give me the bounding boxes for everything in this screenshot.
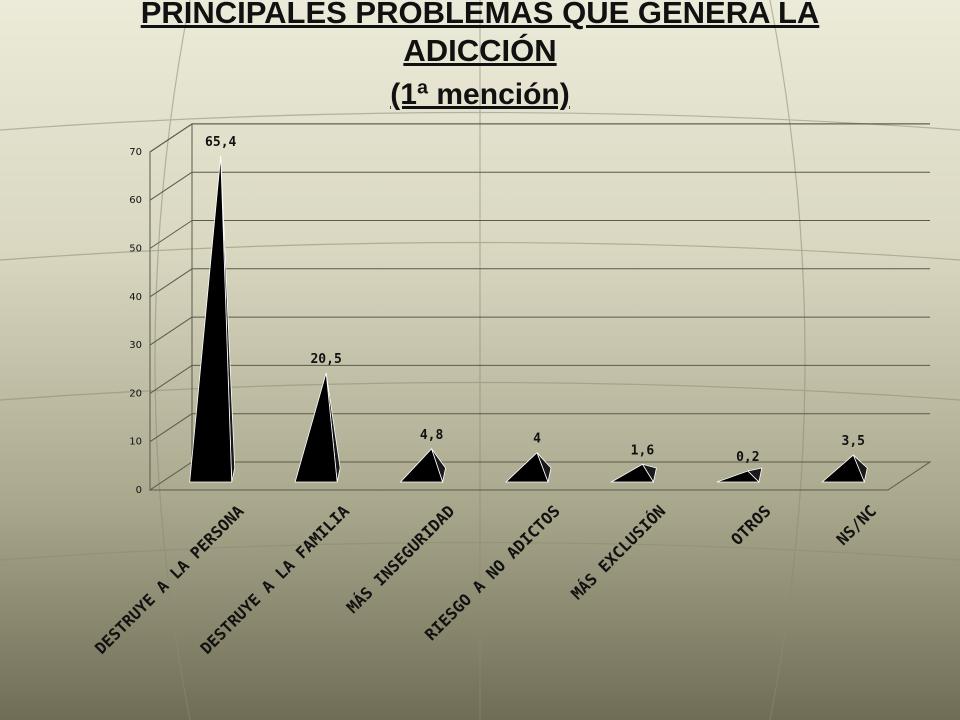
data-label: 65,4 bbox=[205, 135, 236, 150]
y-tick-label: 30 bbox=[129, 340, 142, 351]
y-tick-label: 40 bbox=[129, 292, 142, 303]
data-label: 4 bbox=[533, 432, 541, 447]
data-label: 1,6 bbox=[631, 443, 655, 458]
data-label: 4,8 bbox=[420, 428, 444, 443]
gridline-side bbox=[149, 316, 193, 346]
y-tick-label: 70 bbox=[129, 147, 142, 158]
y-tick-label: 20 bbox=[129, 388, 142, 399]
pyramid-face bbox=[189, 156, 233, 483]
data-label: 3,5 bbox=[842, 434, 865, 449]
y-tick-label: 10 bbox=[129, 437, 142, 448]
chart-walls bbox=[148, 123, 932, 491]
pyramid-bar bbox=[294, 372, 341, 483]
y-axis: 0 10 20 30 40 50 60 70 bbox=[129, 147, 142, 496]
gridline-side bbox=[149, 413, 193, 443]
y-tick-label: 0 bbox=[136, 485, 142, 496]
pyramid-face bbox=[821, 454, 865, 483]
title-line-1: PRINCIPALES PROBLEMAS QUE GENERA LA bbox=[140, 0, 820, 30]
y-tick-label: 50 bbox=[129, 244, 142, 255]
pyramid-face bbox=[504, 451, 549, 483]
category-label: NS/NC bbox=[833, 501, 880, 548]
gridline-side bbox=[149, 220, 193, 249]
category-label: MÁS INSEGURIDAD bbox=[343, 501, 459, 617]
pyramid-bar bbox=[716, 467, 763, 483]
title-line-2: ADICCIÓN bbox=[403, 33, 557, 68]
category-label: OTROS bbox=[727, 501, 774, 548]
pyramid-face bbox=[609, 463, 655, 483]
data-label: 20,5 bbox=[310, 352, 341, 367]
pyramid-bar bbox=[504, 451, 552, 484]
pyramid-bar bbox=[821, 454, 868, 484]
gridline-side bbox=[149, 268, 193, 298]
pyramid-bar bbox=[189, 156, 236, 483]
chart-floor bbox=[148, 461, 932, 491]
back-wall bbox=[191, 123, 930, 462]
y-tick-label: 60 bbox=[129, 195, 142, 206]
pyramid-face bbox=[716, 470, 760, 483]
data-label: 0,2 bbox=[736, 450, 759, 465]
pyramid-bar bbox=[609, 463, 657, 484]
pyramid-bar bbox=[399, 448, 447, 484]
title-line-3: (1ª mención) bbox=[390, 78, 570, 111]
chart-bars bbox=[189, 156, 868, 484]
gridline-side bbox=[149, 171, 193, 201]
data-labels: 65,4 20,5 4,8 4 1,6 0,2 3,5 bbox=[205, 135, 865, 465]
pyramid-face bbox=[399, 448, 444, 483]
chart-title: PRINCIPALES PROBLEMAS QUE GENERA LA ADIC… bbox=[0, 0, 960, 114]
category-label: MÁS EXCLUSIÓN bbox=[567, 501, 669, 603]
gridline-side bbox=[149, 123, 193, 153]
gridline-side bbox=[149, 364, 193, 394]
pyramid-face bbox=[294, 372, 338, 483]
